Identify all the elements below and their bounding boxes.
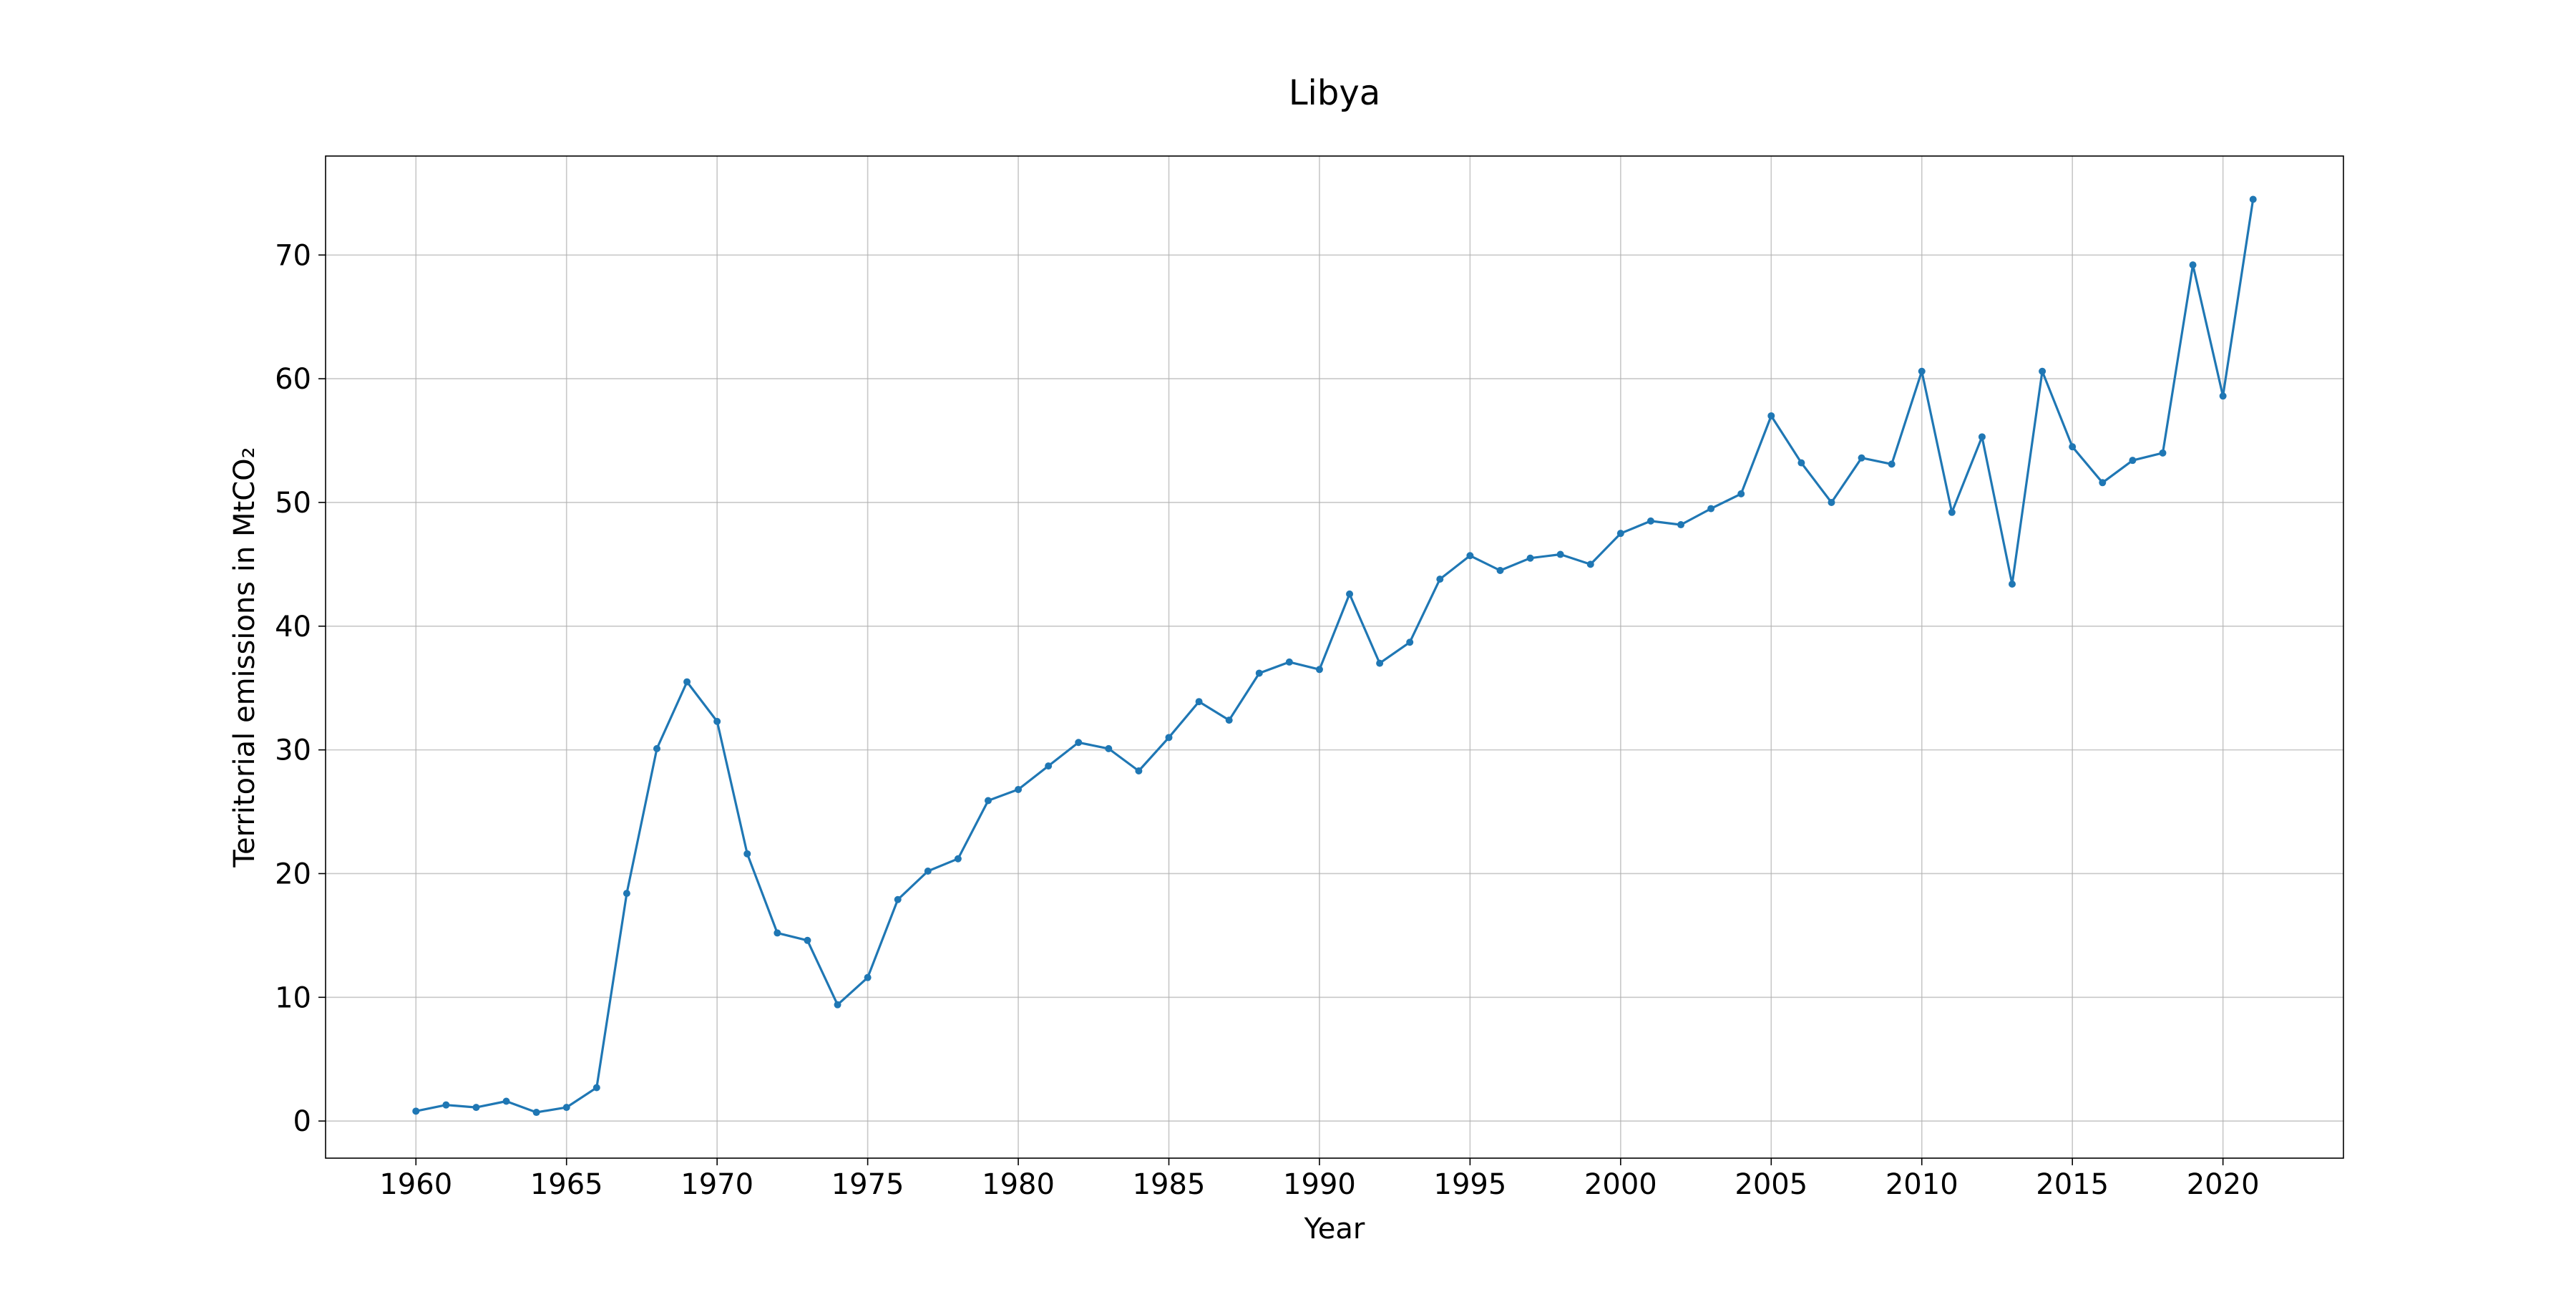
data-point [683,678,691,686]
ticks: 1960 1965 1970 1975 1980 1985 1990 1995 2000 2005… [275,239,2259,1201]
data-point [1556,550,1564,558]
data-point [1978,433,1986,441]
data-point [1677,521,1685,529]
data-point [2039,367,2046,375]
data-point [623,890,630,898]
x-tick-label: 2020 [2187,1168,2260,1201]
data-point [1225,717,1233,724]
data-point [1346,590,1354,598]
data-point [653,744,660,752]
data-point [1707,505,1715,513]
data-point [442,1101,450,1109]
data-point [1075,739,1083,747]
data-point [1616,530,1624,538]
data-point [1858,454,1865,462]
data-point [1797,459,1805,467]
grid [326,156,2343,1158]
data-point [1948,508,1956,516]
x-tick-label: 1980 [982,1168,1055,1201]
x-tick-label: 1975 [831,1168,904,1201]
data-point [713,717,721,725]
data-point [1918,367,1926,375]
data-point [2189,261,2197,269]
data-point [592,1084,600,1092]
data-point [1105,744,1113,752]
x-tick-label: 1990 [1283,1168,1356,1201]
data-point [562,1104,570,1112]
data-point [1195,698,1203,706]
y-axis-label: Territorial emissions in MtCO₂ [228,447,261,868]
plot-frame [325,155,2344,1159]
data-point [2219,392,2227,400]
data-point [502,1097,510,1105]
data-point [984,797,992,805]
data-point [1828,498,1835,506]
data-point [743,850,751,858]
data-point [804,936,811,944]
data-point [1376,659,1384,667]
data-point [2159,449,2167,457]
data-point [1496,567,1504,575]
data-point [2099,479,2107,487]
data-point [1406,638,1414,646]
x-tick-label: 2010 [1885,1168,1958,1201]
data-point [472,1104,480,1112]
series-layer [412,195,2257,1117]
y-tick-label: 60 [275,363,311,396]
data-point [1315,666,1323,674]
data-point [1285,658,1293,666]
chart-title: Libya [1289,73,1380,113]
x-tick-label: 2015 [2036,1168,2109,1201]
x-axis-label: Year [1304,1213,1365,1245]
x-tick-label: 1985 [1133,1168,1206,1201]
x-tick-label: 1970 [680,1168,753,1201]
data-point [1888,460,1896,468]
data-point [412,1107,420,1115]
x-tick-label: 1960 [379,1168,452,1201]
data-point [924,868,932,875]
data-point [1255,669,1263,677]
x-tick-label: 1995 [1434,1168,1507,1201]
data-point [1436,575,1444,583]
data-point [954,855,962,863]
data-point [2249,195,2257,203]
data-point [1737,490,1745,497]
x-tick-label: 2005 [1735,1168,1807,1201]
data-point [1526,554,1534,562]
series-line [415,199,2255,1114]
data-point [532,1109,540,1117]
y-tick-label: 40 [275,611,311,643]
data-point [1767,412,1775,419]
data-point [1015,785,1023,793]
data-point [774,929,781,937]
y-tick-label: 10 [275,981,311,1014]
data-point [834,1001,841,1009]
data-point [864,973,872,981]
y-tick-label: 0 [293,1105,311,1138]
data-point [1646,517,1654,525]
y-tick-label: 30 [275,734,311,767]
y-tick-label: 20 [275,858,311,890]
data-point [1135,767,1143,775]
data-point [2129,457,2137,465]
x-tick-label: 2000 [1584,1168,1657,1201]
data-point [894,895,902,903]
data-point [1045,762,1053,770]
data-point [1466,552,1474,560]
data-point [1586,560,1594,568]
y-tick-label: 70 [275,239,311,272]
y-tick-label: 50 [275,487,311,520]
data-point [2009,581,2016,588]
data-point [1165,734,1173,742]
x-tick-label: 1965 [530,1168,603,1201]
data-point [2069,443,2077,451]
